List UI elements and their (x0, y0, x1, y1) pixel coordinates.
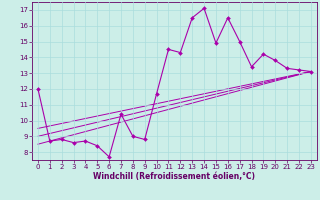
X-axis label: Windchill (Refroidissement éolien,°C): Windchill (Refroidissement éolien,°C) (93, 172, 255, 181)
